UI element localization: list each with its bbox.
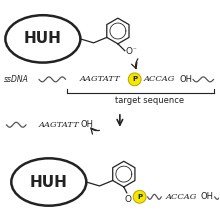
Text: ssDNA: ssDNA	[4, 75, 29, 84]
Text: O: O	[126, 47, 133, 56]
Text: AAGTATT: AAGTATT	[80, 75, 121, 83]
Text: OH: OH	[179, 75, 192, 84]
Text: O: O	[124, 195, 131, 204]
Text: HUH: HUH	[30, 174, 68, 190]
Circle shape	[128, 73, 141, 86]
Text: ⁻: ⁻	[133, 48, 136, 54]
Circle shape	[133, 190, 146, 203]
Text: HUH: HUH	[24, 31, 62, 46]
Text: target sequence: target sequence	[116, 96, 185, 105]
Text: OH: OH	[80, 120, 94, 129]
Text: ACCAG: ACCAG	[165, 193, 197, 201]
Text: P: P	[132, 76, 137, 82]
Text: ACCAG: ACCAG	[144, 75, 175, 83]
Text: AAGTATT: AAGTATT	[38, 121, 79, 129]
Text: P: P	[137, 194, 142, 200]
Text: OH: OH	[201, 192, 214, 201]
